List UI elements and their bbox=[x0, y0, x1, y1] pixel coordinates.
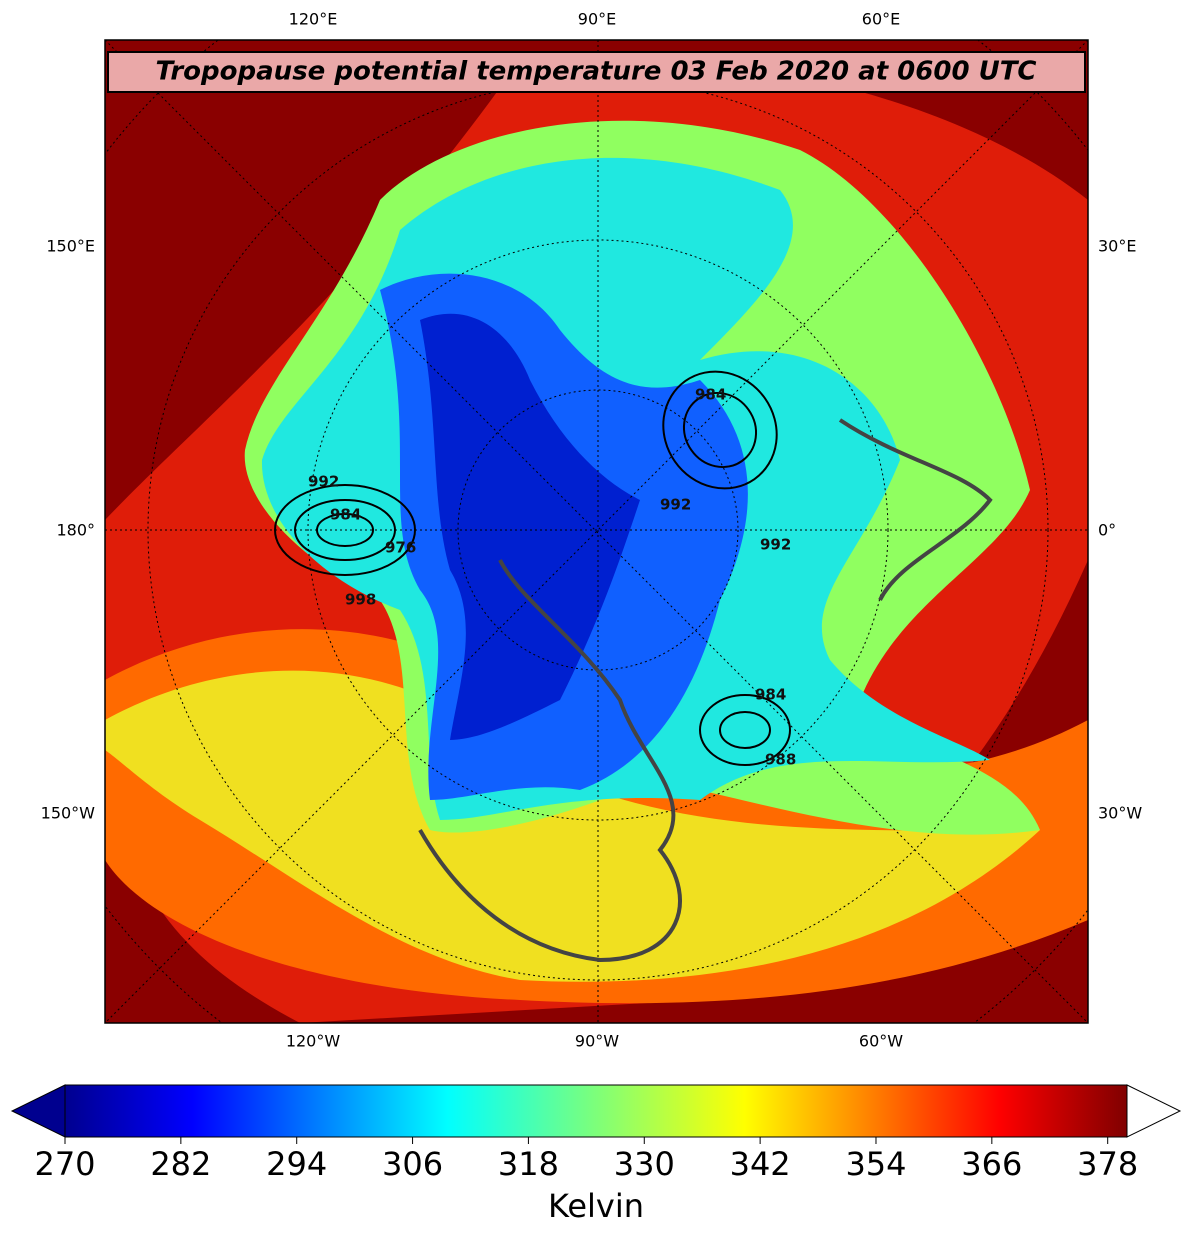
lon-label: 90°E bbox=[578, 10, 616, 29]
contour-label: 984 bbox=[695, 386, 726, 404]
colorbar-extend-high bbox=[1126, 1084, 1182, 1138]
colorbar-label: Kelvin bbox=[548, 1187, 644, 1225]
colorbar-tick-label: 294 bbox=[266, 1145, 327, 1183]
colorbar-tick-label: 330 bbox=[614, 1145, 675, 1183]
colorbar-extend-low bbox=[10, 1084, 66, 1138]
colorbar-tick-label: 366 bbox=[961, 1145, 1022, 1183]
contour-label: 984 bbox=[330, 506, 361, 524]
colorbar: Kelvin 270 282 294 306 318 330 342 354 366 378 bbox=[10, 1084, 1182, 1225]
colorbar-tick-label: 342 bbox=[730, 1145, 791, 1183]
colorbar-tick-label: 282 bbox=[150, 1145, 211, 1183]
colorbar-tick-label: 270 bbox=[34, 1145, 95, 1183]
contour-label: 992 bbox=[308, 473, 339, 491]
lat-label: 150°E bbox=[46, 237, 95, 256]
contour-label: 976 bbox=[385, 539, 416, 557]
lat-label: 0° bbox=[1098, 521, 1116, 540]
lon-label: 120°W bbox=[286, 1032, 341, 1051]
colorbar-tick-label: 318 bbox=[498, 1145, 559, 1183]
lat-label: 30°E bbox=[1098, 237, 1136, 256]
map-title: Tropopause potential temperature 03 Feb … bbox=[155, 57, 1036, 87]
colorbar-tick-label: 378 bbox=[1077, 1145, 1138, 1183]
map-frame bbox=[104, 39, 1089, 1024]
colorbar-tick-label: 306 bbox=[382, 1145, 443, 1183]
contour-label: 988 bbox=[765, 751, 796, 769]
colorbar-tick-label: 354 bbox=[845, 1145, 906, 1183]
map: Tropopause potential temperature 03 Feb … bbox=[105, 40, 1088, 1023]
contour-label: 992 bbox=[660, 496, 691, 514]
contour-label: 998 bbox=[345, 591, 376, 609]
colorbar-fill bbox=[64, 1084, 1128, 1138]
lat-label: 30°W bbox=[1098, 804, 1142, 823]
contour-label: 992 bbox=[760, 536, 791, 554]
lat-label: 150°W bbox=[41, 804, 96, 823]
lon-label: 90°W bbox=[575, 1032, 619, 1051]
lon-label: 120°E bbox=[289, 10, 338, 29]
lon-label: 60°E bbox=[862, 10, 900, 29]
lon-label: 60°W bbox=[859, 1032, 903, 1051]
contour-label: 984 bbox=[755, 686, 786, 704]
lat-label: 180° bbox=[56, 521, 95, 540]
